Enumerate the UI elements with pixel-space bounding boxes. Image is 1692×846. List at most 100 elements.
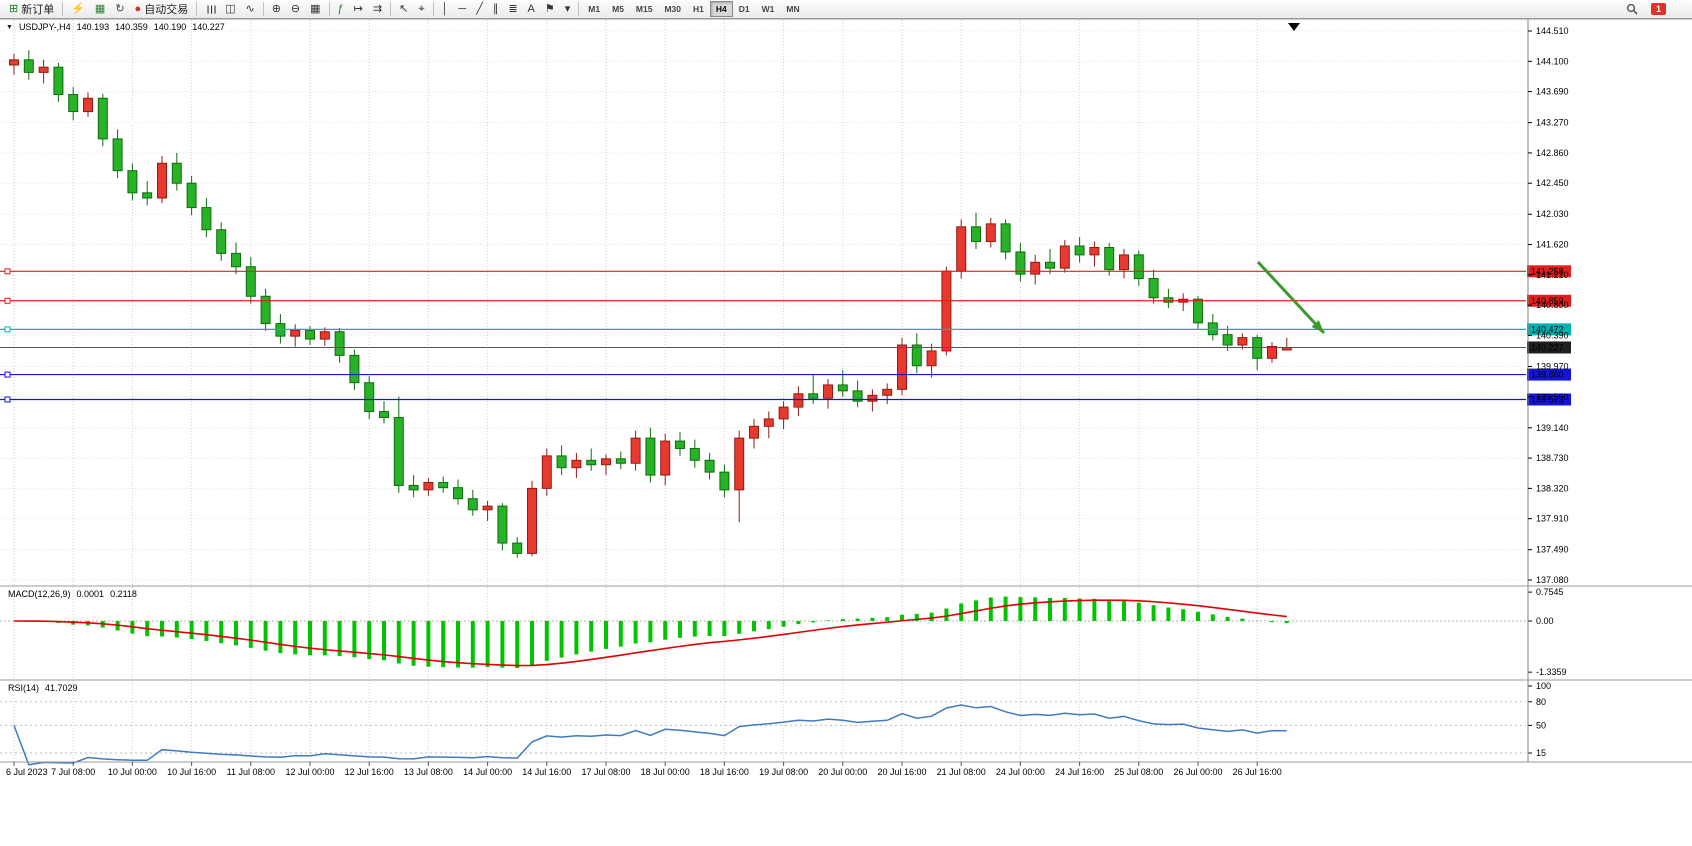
time-axis-label: 12 Jul 00:00 [285, 767, 334, 777]
tile-windows-button[interactable]: ▦ [305, 1, 325, 18]
label-icon: ⚑ [544, 2, 555, 15]
horizontal-line-icon: ─ [458, 2, 467, 15]
time-axis-label: 24 Jul 00:00 [996, 767, 1045, 777]
line-handle[interactable] [4, 396, 11, 403]
time-axis-label: 6 Jul 2023 [6, 767, 48, 777]
price-scale-label: 142.860 [1536, 148, 1569, 158]
refresh-button[interactable]: ↻ [110, 1, 129, 18]
shapes-dropdown-button[interactable]: ▾ [560, 1, 576, 18]
candle [497, 505, 508, 544]
price-scale-label: 137.910 [1536, 514, 1569, 524]
chart-plot-area[interactable] [0, 19, 1526, 762]
channel-button[interactable]: ∥ [488, 1, 504, 18]
price-scale-label: 141.210 [1536, 270, 1569, 280]
horizontal-line-button[interactable]: ─ [453, 1, 471, 18]
candlestick-chart-button[interactable]: ◫ [220, 1, 240, 18]
line-handle[interactable] [4, 371, 11, 378]
label-button[interactable]: ⚑ [540, 1, 560, 18]
timeframe-m15-button[interactable]: M15 [630, 1, 659, 17]
chart-title-bar: ▼ USDJPY-,H4 140.193 140.359 140.190 140… [6, 22, 225, 32]
horizontal-line-140.472[interactable]: 140.472 [0, 323, 1571, 336]
line-chart-button[interactable]: ∿ [240, 1, 259, 18]
svg-text:0.7545: 0.7545 [1536, 587, 1564, 597]
crosshair-icon: ⌖ [418, 2, 425, 15]
new-order-icon: ⊞ [9, 2, 19, 15]
candle [586, 459, 597, 466]
vertical-line-button[interactable]: │ [437, 1, 454, 18]
chart-shift-button[interactable]: ↦ [349, 1, 368, 18]
candle [852, 390, 863, 402]
chart-low-value: 140.190 [153, 22, 187, 32]
svg-text:140.472: 140.472 [1531, 324, 1564, 334]
svg-text:15: 15 [1536, 748, 1546, 758]
timeframe-m30-button[interactable]: M30 [658, 1, 687, 17]
timeframe-m1-button[interactable]: M1 [582, 1, 606, 17]
text-button[interactable]: A [523, 1, 540, 18]
candlestick-chart-icon: ◫ [225, 2, 236, 15]
price-scale[interactable]: 144.510 144.100 143.690 143.270 142.860 142.4… [1527, 19, 1569, 762]
time-axis-label: 25 Jul 08:00 [1114, 767, 1163, 777]
price-scale-label: 141.620 [1536, 240, 1569, 250]
down-right-arrow-icon [1256, 260, 1326, 335]
text-icon: A [527, 2, 535, 15]
line-handle[interactable] [4, 297, 11, 304]
crosshair-button[interactable]: ⌖ [413, 1, 429, 18]
candle [971, 226, 981, 243]
new-order-button[interactable]: ⊞ 新订单 [4, 1, 59, 18]
trendline-icon: ╱ [476, 2, 483, 15]
zoom-in-button[interactable]: ⊕ [267, 1, 286, 18]
horizontal-line-141.258[interactable]: 141.258 [0, 265, 1571, 278]
candle [1000, 223, 1011, 253]
horizontal-line-139.860[interactable]: 139.860 [0, 368, 1571, 381]
candle [630, 437, 641, 464]
candle [1030, 261, 1041, 275]
candle [1237, 337, 1248, 346]
toolbar-separator [262, 2, 264, 16]
time-axis-label: 10 Jul 00:00 [108, 767, 157, 777]
arrow-annotation[interactable] [1256, 260, 1326, 335]
timeframe-m5-button[interactable]: M5 [606, 1, 630, 17]
time-axis[interactable]: 6 Jul 2023 7 Jul 08:00 10 Jul 00:00 10 Jul … [6, 762, 1282, 777]
zoom-out-icon: ⊖ [290, 2, 301, 15]
toolbar-separator [390, 2, 392, 16]
candle [763, 418, 774, 427]
profiles-button[interactable]: ⚡ [66, 1, 90, 18]
timeframe-w1-button[interactable]: W1 [756, 1, 781, 17]
line-handle[interactable] [4, 326, 11, 333]
time-axis-label: 18 Jul 16:00 [700, 767, 749, 777]
data-window-button[interactable]: ▦ [90, 1, 110, 18]
candle [1074, 245, 1085, 256]
auto-scroll-button[interactable]: ⇉ [368, 1, 387, 18]
line-handle[interactable] [4, 268, 11, 275]
auto-trading-button[interactable]: ● 自动交易 [130, 1, 194, 18]
bars-chart-icon: ☰ [204, 4, 217, 14]
timeframe-mn-button[interactable]: MN [780, 1, 805, 17]
horizontal-line-140.859[interactable]: 140.859 [0, 294, 1571, 307]
fibonacci-button[interactable]: ≣ [503, 1, 522, 18]
chart-shift-icon: ↦ [353, 2, 363, 15]
notification-badge[interactable]: 1 [1650, 2, 1666, 16]
bars-chart-button[interactable]: ☰ [200, 1, 220, 18]
toolbar-separator [432, 2, 434, 16]
timeframe-d1-button[interactable]: D1 [733, 1, 756, 17]
horizontal-line-139.523[interactable]: 139.523 [0, 393, 1571, 406]
search-button[interactable] [1621, 1, 1643, 18]
trendline-button[interactable]: ╱ [471, 1, 488, 18]
timeframe-h1-button[interactable]: H1 [687, 1, 710, 17]
cursor-button[interactable]: ↖ [394, 1, 413, 18]
indicators-button[interactable]: ƒ [333, 1, 349, 18]
candle [985, 223, 996, 243]
svg-text:-1.3359: -1.3359 [1536, 667, 1567, 677]
time-axis-label: 7 Jul 08:00 [51, 767, 95, 777]
timeframe-h4-button[interactable]: H4 [709, 1, 733, 17]
macd-main-value: 0.0001 [76, 589, 105, 599]
chart-menu-icon[interactable]: ▼ [6, 23, 13, 31]
level-lines-layer[interactable]: 141.258 140.859 140.472 139.860 139.523 [0, 265, 1571, 406]
macd-label: MACD(12,26,9) 0.0001 0.2118 [8, 589, 137, 599]
candle [379, 411, 389, 418]
svg-text:139.523: 139.523 [1531, 394, 1564, 404]
candle [97, 97, 108, 140]
zoom-out-button[interactable]: ⊖ [286, 1, 305, 18]
